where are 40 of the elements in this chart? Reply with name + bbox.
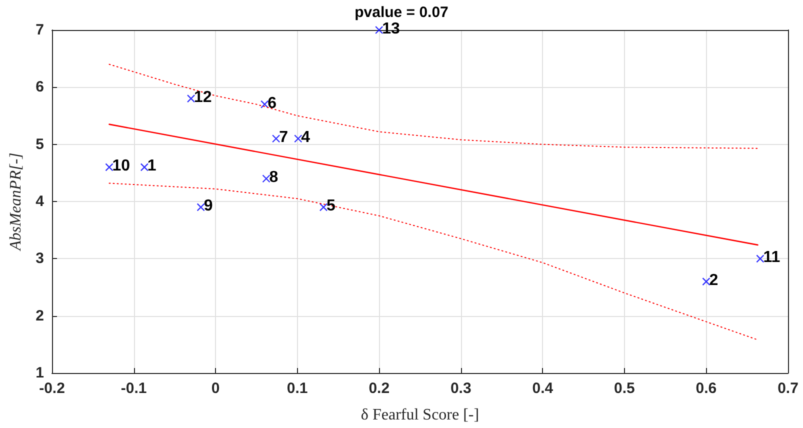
point <box>272 134 280 143</box>
annotation: 4 <box>301 129 310 146</box>
chart-title: pvalue = 0.07 <box>354 4 448 21</box>
x-tick-label: 0.5 <box>614 380 635 397</box>
x-tick-label: 0.6 <box>696 380 717 397</box>
annotation: 5 <box>326 198 336 215</box>
annotation: 2 <box>709 272 718 290</box>
annotation: 12 <box>194 89 212 106</box>
y-tick-label: 2 <box>36 307 44 324</box>
x-tick-label: 0.7 <box>778 380 798 397</box>
y-tick-label: 5 <box>36 136 44 153</box>
x-tick-label: 0.1 <box>286 380 308 397</box>
x-tick-label: 0.3 <box>450 380 472 397</box>
point <box>105 163 114 172</box>
annotation: 8 <box>269 169 278 186</box>
x-tick-label: -0.1 <box>120 380 147 397</box>
y-tick-label: 6 <box>36 78 44 96</box>
point <box>375 26 384 34</box>
point <box>186 94 196 103</box>
y-tick-label: 4 <box>36 193 45 210</box>
x-tick-label: 0.4 <box>532 380 554 397</box>
y-tick-label: 1 <box>36 364 44 382</box>
point <box>196 203 205 212</box>
point <box>140 163 149 172</box>
x-tick-label: -0.2 <box>39 380 65 397</box>
x-tick-label: 0.2 <box>368 380 390 397</box>
annotation: 11 <box>763 249 780 266</box>
line-series <box>108 182 758 340</box>
y-tick-label: 7 <box>36 22 44 38</box>
line-series <box>108 64 758 149</box>
y-tick-label: 3 <box>36 250 44 268</box>
x-axis-title: δ Fearful Score [-] <box>360 406 480 424</box>
x-tick-label: 0 <box>211 380 220 397</box>
y-axis-title: AbsMeanPR[-] <box>8 152 24 252</box>
annotation: 6 <box>268 94 277 112</box>
annotation: 1 <box>147 158 156 175</box>
annotation: 10 <box>112 158 130 175</box>
annotation: 7 <box>279 129 288 146</box>
point <box>756 254 764 263</box>
annotation: 9 <box>204 198 213 215</box>
